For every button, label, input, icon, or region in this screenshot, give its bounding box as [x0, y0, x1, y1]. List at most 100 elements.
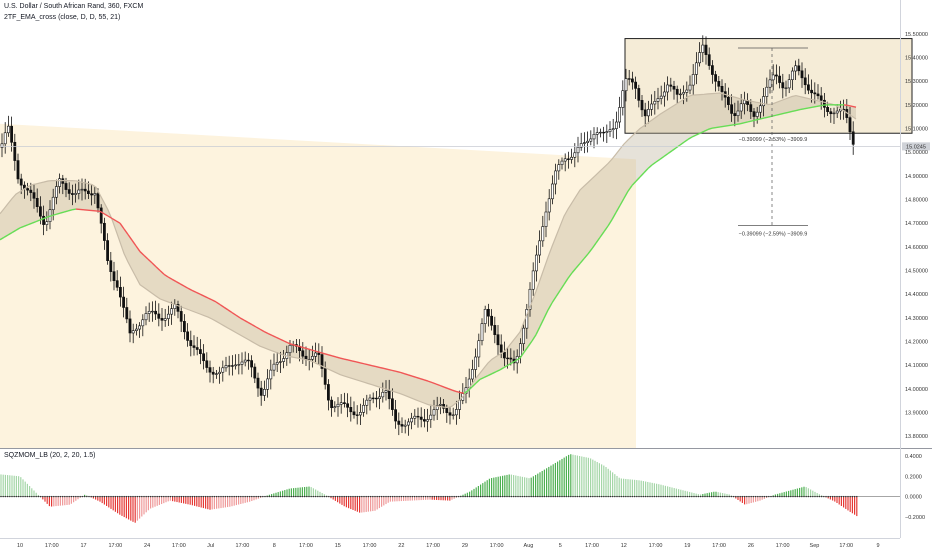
squeeze-dot [108, 495, 110, 498]
ema-slow-segment [519, 351, 525, 359]
candle-body [720, 85, 724, 92]
histogram-bar [812, 490, 814, 497]
histogram-bar [799, 487, 801, 497]
histogram-bar [748, 496, 750, 504]
squeeze-dot [706, 495, 708, 498]
histogram-bar [735, 496, 737, 499]
candle [240, 352, 244, 375]
squeeze-dot [521, 495, 524, 498]
squeeze-dot [103, 495, 106, 498]
candle-body [694, 62, 698, 75]
squeeze-dot [534, 495, 537, 498]
squeeze-dot [37, 495, 40, 498]
histogram-bar [477, 485, 479, 497]
squeeze-dot [796, 495, 799, 498]
squeeze-dot [576, 495, 579, 498]
candle-body [378, 396, 382, 399]
ema-slow-segment [651, 161, 657, 166]
ema-slow-segment [119, 222, 125, 230]
candle [87, 181, 90, 200]
squeeze-dot [816, 495, 818, 498]
candle [10, 116, 14, 152]
squeeze-dot [165, 495, 167, 498]
candle [0, 133, 4, 158]
candle-body [397, 420, 401, 425]
squeeze-dot [504, 495, 506, 498]
histogram-bar [106, 496, 108, 506]
histogram-bar [15, 475, 17, 497]
histogram-bar [829, 496, 831, 500]
candle [730, 94, 734, 122]
squeeze-dot [257, 495, 260, 498]
ema-slow-segment [803, 107, 809, 110]
squeeze-dot [334, 495, 337, 498]
candle [522, 324, 526, 351]
histogram-bar [213, 496, 215, 510]
candle [211, 366, 215, 384]
candle [704, 36, 708, 65]
ema-slow-segment [423, 379, 429, 382]
squeeze-dot [317, 495, 319, 498]
squeeze-dot [55, 495, 57, 498]
time-tick-label: 17 [80, 543, 86, 549]
squeeze-dot [218, 495, 220, 498]
squeeze-dot [774, 495, 777, 498]
candle [349, 396, 353, 422]
squeeze-dot [856, 495, 858, 498]
ema-slow-segment [771, 114, 777, 117]
squeeze-dot [741, 495, 744, 498]
histogram-bar [605, 467, 607, 497]
ema-slow-segment [167, 276, 173, 280]
ema-slow-segment [263, 330, 269, 335]
histogram-bar [834, 496, 836, 502]
squeeze-dot [61, 495, 64, 498]
histogram-bar [726, 493, 728, 497]
candle-body [474, 356, 478, 370]
candle [762, 88, 766, 117]
ema-slow-segment [371, 364, 377, 368]
squeeze-dot [812, 495, 814, 498]
histogram-bar [394, 496, 396, 502]
squeeze-dot [246, 495, 249, 498]
squeeze-dot [17, 495, 20, 498]
histogram-bar [2, 474, 4, 497]
squeeze-dot [356, 495, 359, 498]
squeeze-dot [383, 495, 385, 498]
squeeze-dot [660, 495, 662, 498]
ema-slow-segment [623, 190, 629, 199]
candle-body [528, 288, 532, 310]
histogram-bar [543, 469, 545, 497]
squeeze-dot [427, 495, 429, 498]
histogram-bar [585, 457, 587, 497]
candle-body [726, 96, 730, 105]
candle-body [646, 109, 650, 117]
candle [528, 282, 532, 317]
candle [272, 353, 276, 377]
squeeze-dot [710, 495, 713, 498]
candle [483, 305, 487, 333]
squeeze-dot [554, 495, 557, 498]
candle [26, 182, 30, 196]
candle-body [215, 373, 218, 375]
squeeze-dot [594, 495, 596, 498]
squeeze-dot [233, 495, 235, 498]
ema-slow-segment [683, 138, 689, 143]
ema-slow-segment [535, 326, 541, 336]
squeeze-dot [273, 495, 275, 498]
ema-slow-segment [131, 239, 137, 247]
histogram-bar [838, 496, 840, 505]
squeeze-dot [713, 495, 715, 498]
squeeze-dot [614, 495, 616, 498]
squeeze-dot [627, 495, 629, 498]
candle [141, 314, 145, 337]
ema-slow-segment [819, 104, 825, 107]
histogram-bar [178, 496, 180, 503]
histogram-bar [653, 483, 655, 497]
ema-slow-segment [811, 105, 817, 108]
squeeze-dot [336, 495, 339, 498]
candle-body [115, 280, 119, 288]
candle-body [310, 356, 314, 360]
histogram-bar [587, 457, 589, 497]
candle-body [234, 364, 238, 367]
